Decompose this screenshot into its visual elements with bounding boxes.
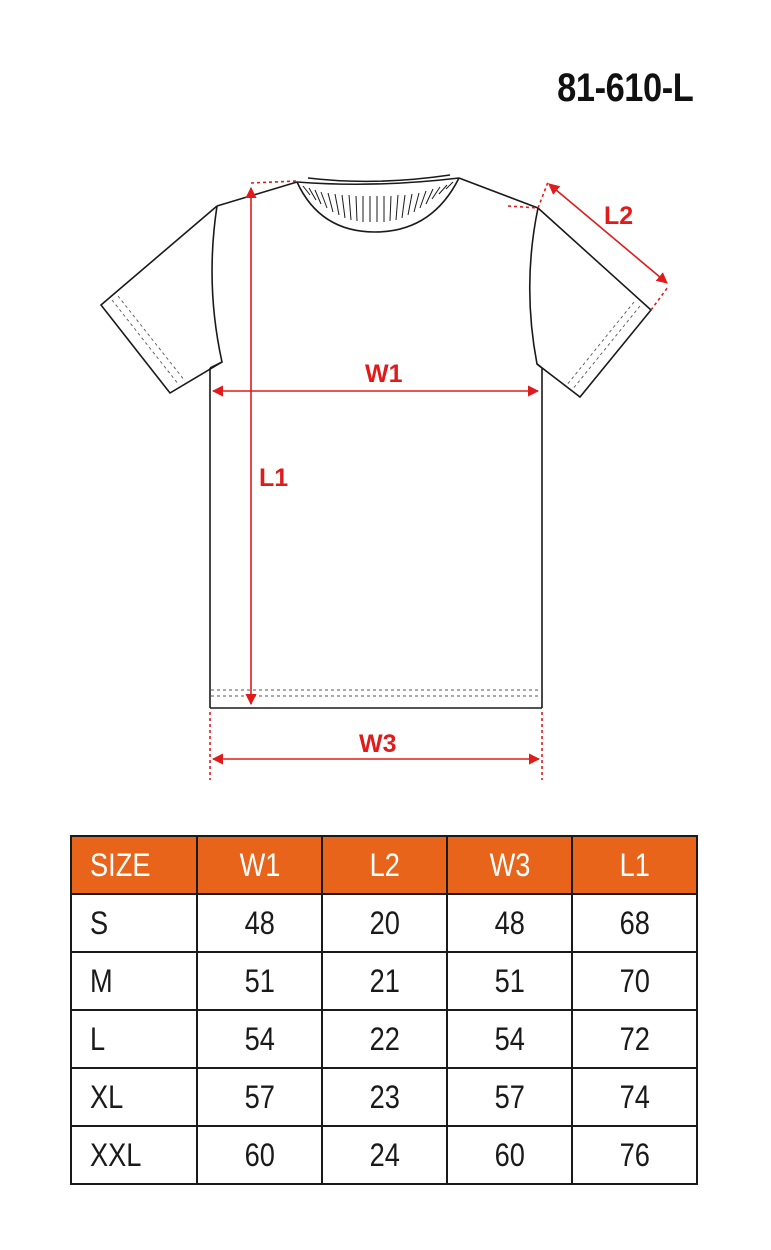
size-cell: XL xyxy=(70,1067,198,1127)
value-cell: 54 xyxy=(446,1009,573,1069)
size-table-header-row: SIZE W1 L2 W3 L1 xyxy=(70,835,698,895)
value-cell: 21 xyxy=(321,951,448,1011)
value-cell: 22 xyxy=(321,1009,448,1069)
table-row: S 48 20 48 68 xyxy=(70,893,698,953)
size-cell: L xyxy=(70,1009,198,1069)
table-row: XXL 60 24 60 76 xyxy=(70,1125,698,1185)
header-w1: W1 xyxy=(196,835,323,895)
value-cell: 20 xyxy=(321,893,448,953)
value-cell: 76 xyxy=(571,1125,698,1185)
measurement-guides xyxy=(209,180,669,780)
stitching xyxy=(111,295,641,697)
value-cell: 54 xyxy=(196,1009,323,1069)
collar-inner xyxy=(296,177,460,233)
value-cell: 23 xyxy=(321,1067,448,1127)
left-shoulder-line xyxy=(216,181,298,207)
value-cell: 72 xyxy=(571,1009,698,1069)
table-row: XL 57 23 57 74 xyxy=(70,1067,698,1127)
value-cell: 60 xyxy=(196,1125,323,1185)
header-w3: W3 xyxy=(446,835,573,895)
l1-label: L1 xyxy=(259,464,288,492)
collar-outer xyxy=(296,177,460,186)
header-l1: L1 xyxy=(571,835,698,895)
size-cell: S xyxy=(70,893,198,953)
size-cell: M xyxy=(70,951,198,1011)
value-cell: 51 xyxy=(196,951,323,1011)
right-sleeve xyxy=(528,207,653,399)
size-cell: XXL xyxy=(70,1125,198,1185)
l2-label: L2 xyxy=(604,202,633,230)
tshirt-outline xyxy=(99,174,653,709)
collar-rib xyxy=(302,181,454,222)
table-row: L 54 22 54 72 xyxy=(70,1009,698,1069)
header-l2: L2 xyxy=(321,835,448,895)
value-cell: 48 xyxy=(196,893,323,953)
size-table: SIZE W1 L2 W3 L1 S 48 20 48 68 M 51 21 5… xyxy=(70,835,698,1185)
w1-label: W1 xyxy=(365,360,403,388)
value-cell: 57 xyxy=(446,1067,573,1127)
product-code: 81-610-L xyxy=(556,66,694,110)
value-cell: 74 xyxy=(571,1067,698,1127)
table-row: M 51 21 51 70 xyxy=(70,951,698,1011)
value-cell: 68 xyxy=(571,893,698,953)
tshirt-size-diagram: W1 L1 L2 W3 xyxy=(99,174,669,780)
value-cell: 70 xyxy=(571,951,698,1011)
l2-measure-line xyxy=(548,183,668,284)
value-cell: 48 xyxy=(446,893,573,953)
w3-label: W3 xyxy=(359,730,397,758)
right-shoulder-line xyxy=(458,177,539,209)
value-cell: 60 xyxy=(446,1125,573,1185)
header-size: SIZE xyxy=(70,835,198,895)
value-cell: 24 xyxy=(321,1125,448,1185)
value-cell: 57 xyxy=(196,1067,323,1127)
value-cell: 51 xyxy=(446,951,573,1011)
left-sleeve xyxy=(99,205,223,395)
